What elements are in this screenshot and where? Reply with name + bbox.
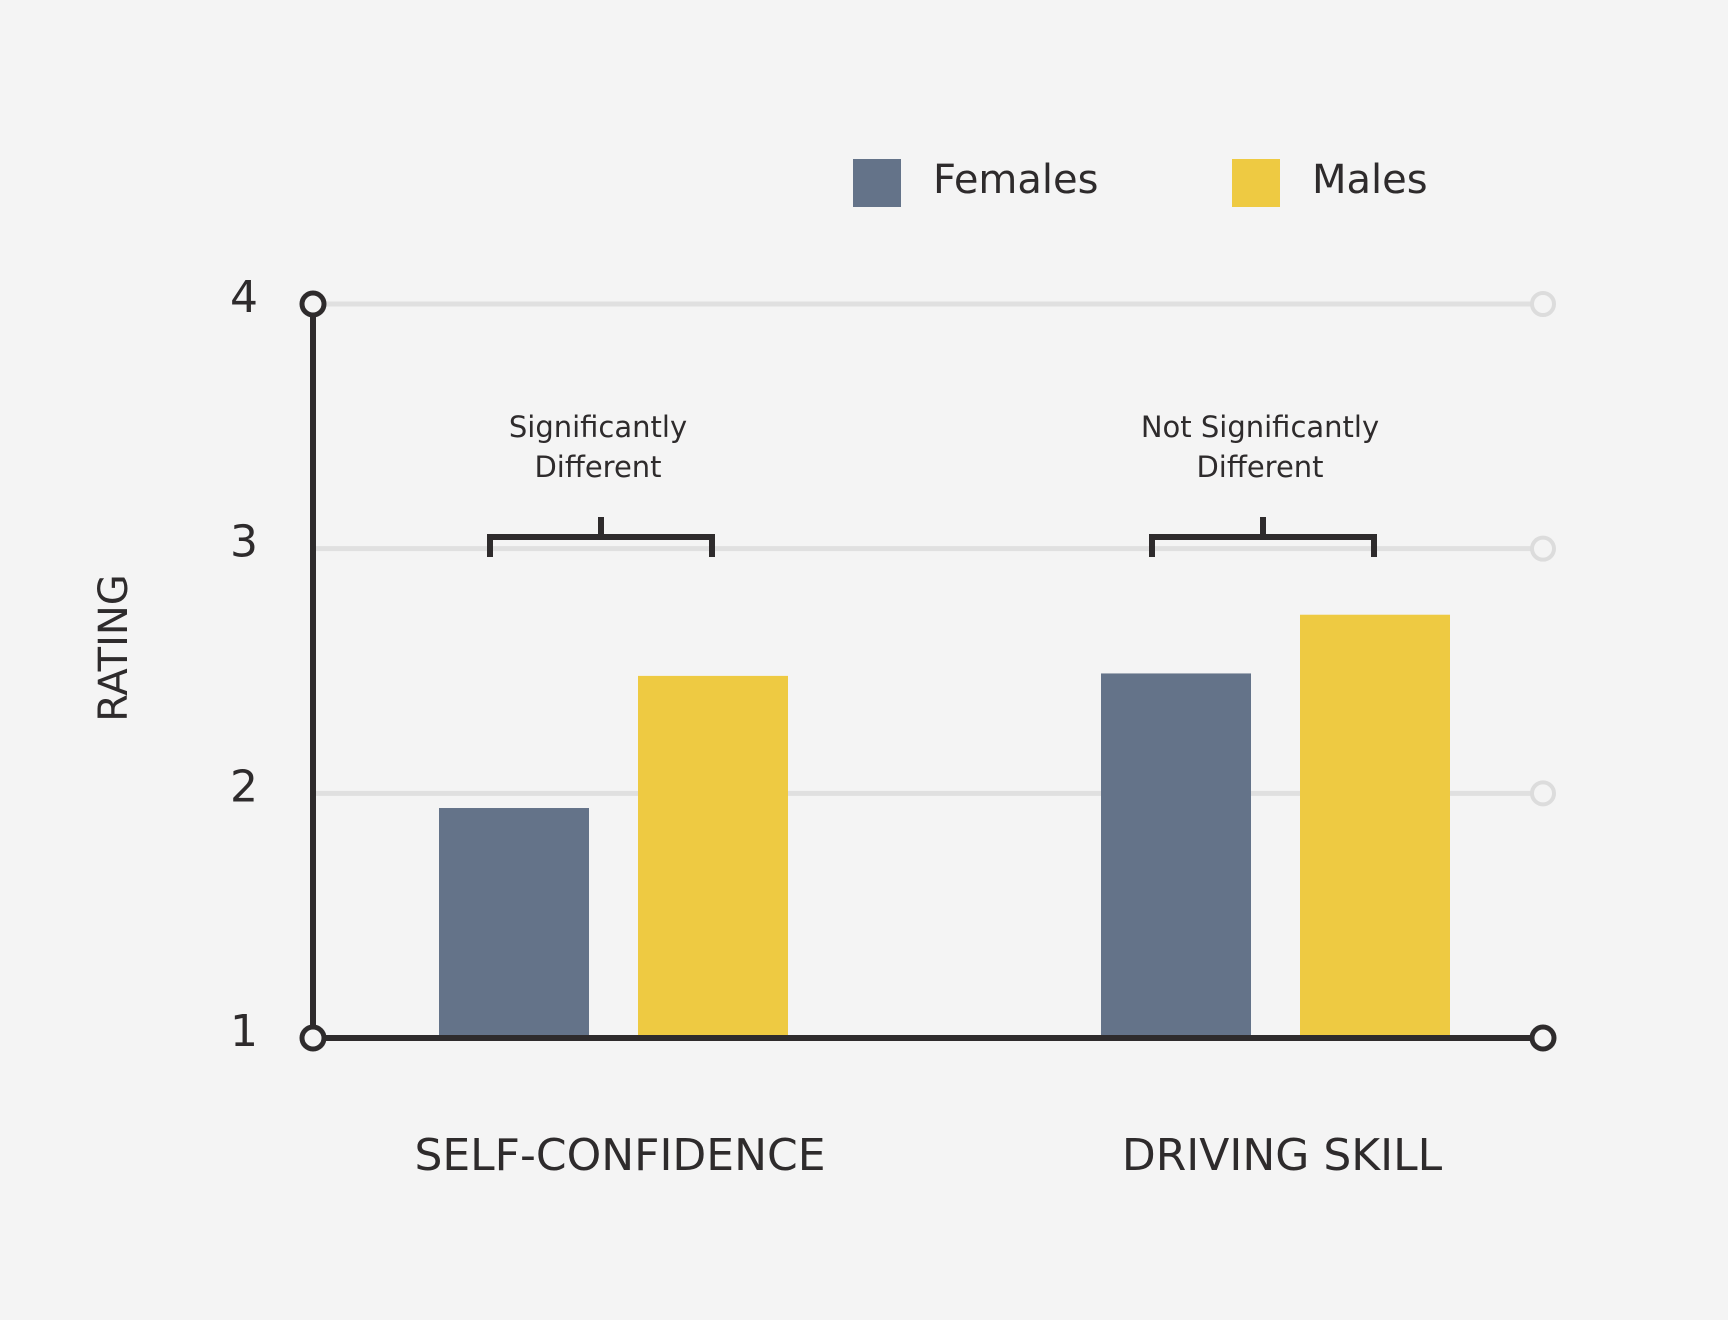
grid-end	[1530, 535, 1556, 562]
x-tick-label: SELF-CONFIDENCE	[414, 1130, 825, 1181]
y-tick-label: 2	[230, 761, 258, 812]
annotation: Significantly	[509, 410, 687, 444]
legend-swatch	[853, 159, 901, 207]
axis-end	[299, 1024, 327, 1052]
y-axis-label: RATING	[91, 574, 137, 722]
x-tick-label: DRIVING SKILL	[1122, 1130, 1443, 1181]
y-tick-label: 3	[230, 517, 258, 568]
legend-label: Males	[1312, 157, 1428, 203]
legend-swatch	[1232, 159, 1280, 207]
y-tick-label: 1	[230, 1006, 258, 1057]
annotation: Not Significantly	[1141, 410, 1379, 444]
axis-end	[299, 290, 327, 318]
bracket	[1149, 517, 1377, 557]
annotation: Different	[534, 450, 661, 484]
bracket	[487, 517, 715, 557]
grid-end	[1530, 780, 1556, 807]
annotation: Different	[1196, 450, 1323, 484]
bar	[1300, 614, 1450, 1038]
axis-end	[1529, 1024, 1557, 1052]
legend-label: Females	[933, 157, 1098, 203]
bar	[1101, 673, 1251, 1038]
bar	[638, 675, 788, 1038]
grid-end	[1530, 291, 1556, 317]
bar	[439, 808, 589, 1038]
y-tick-label: 4	[230, 272, 258, 323]
